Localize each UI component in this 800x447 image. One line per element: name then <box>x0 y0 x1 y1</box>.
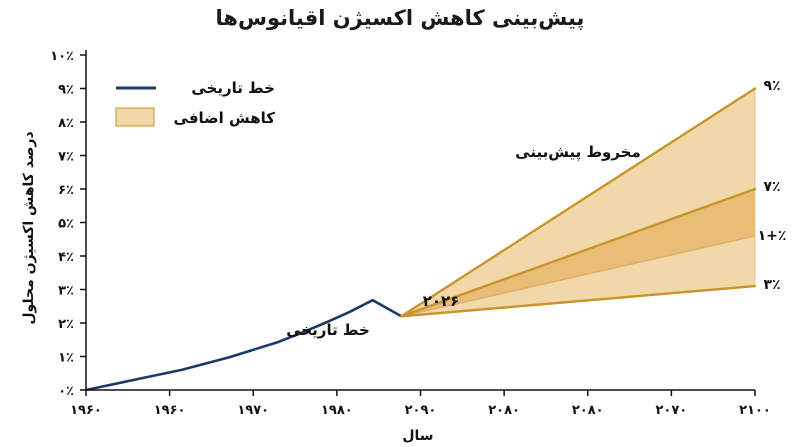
legend-swatch-extra-decline <box>115 107 155 127</box>
band-inner-lower-edge <box>401 235 756 318</box>
y-tick-label-1: ۱٪ <box>58 351 74 366</box>
y-tick-label-10: ۱۰٪ <box>50 49 74 64</box>
end-labels: ۹٪ ۷٪ ۱+٪ ۳٪ <box>758 78 787 293</box>
y-tick-label-2: ۲٪ <box>58 317 74 332</box>
annotation-historical: خط تاریخی <box>286 321 370 339</box>
series-lines <box>84 87 757 392</box>
x-ticks: ۱۹۶۰ ۱۹۶۰ ۱۹۷۰ ۱۹۸۰ ۲۰۹۰ ۲۰۸۰ ۲۰۸۰ ۲۰۷۰ ۲۱۰۰ <box>70 390 771 418</box>
end-label-mid: ۷٪ <box>763 179 780 195</box>
end-label-inner: ۱+٪ <box>758 228 787 244</box>
end-label-high: ۹٪ <box>763 78 780 94</box>
y-tick-label-8: ۸٪ <box>58 116 74 131</box>
y-tick-label-6: ۶٪ <box>58 183 74 198</box>
x-tick-label-2: ۱۹۷۰ <box>237 403 269 418</box>
series-line-2 <box>400 187 757 318</box>
series-line-1 <box>400 87 757 318</box>
x-tick-label-0: ۱۹۶۰ <box>70 403 102 418</box>
x-tick-label-1: ۱۹۶۰ <box>154 403 186 418</box>
chart-title: پیش‌بینی کاهش اکسیژن اقیانوس‌ها <box>215 6 585 30</box>
y-ticks: ۰٪ ۱٪ ۲٪ ۳٪ ۴٪ ۵٪ ۶٪ ۷٪ ۸٪ ۹٪ ۱۰٪ <box>50 49 86 399</box>
x-axis-label: سال <box>402 428 433 444</box>
series-line-0 <box>84 298 403 392</box>
y-tick-label-4: ۴٪ <box>58 250 74 265</box>
annotation-cone: مخروط پیش‌بینی <box>515 143 641 162</box>
x-tick-label-8: ۲۱۰۰ <box>739 403 771 418</box>
x-tick-label-5: ۲۰۸۰ <box>488 403 520 418</box>
y-tick-label-9: ۹٪ <box>58 83 74 98</box>
y-tick-label-5: ۵٪ <box>58 217 74 232</box>
legend: خط تاریخی کاهش اضافی <box>115 79 276 127</box>
x-tick-label-6: ۲۰۸۰ <box>572 403 604 418</box>
annotation-year: ۲۰۲۶ <box>423 292 460 310</box>
x-tick-label-3: ۱۹۸۰ <box>321 403 353 418</box>
y-tick-label-0: ۰٪ <box>58 384 74 399</box>
end-label-low: ۳٪ <box>763 277 780 293</box>
y-tick-label-7: ۷٪ <box>58 150 74 165</box>
y-axis-label: درصد کاهش اکسیژن محلول <box>21 131 37 324</box>
y-tick-label-3: ۳٪ <box>58 284 74 299</box>
x-tick-label-4: ۲۰۹۰ <box>405 403 437 418</box>
series-line-3 <box>400 284 757 318</box>
annotations: خط تاریخی مخروط پیش‌بینی ۲۰۲۶ <box>286 143 641 339</box>
x-tick-label-7: ۲۰۷۰ <box>656 403 688 418</box>
legend-label-historical: خط تاریخی <box>191 79 275 97</box>
legend-label-extra-decline: کاهش اضافی <box>174 109 276 127</box>
